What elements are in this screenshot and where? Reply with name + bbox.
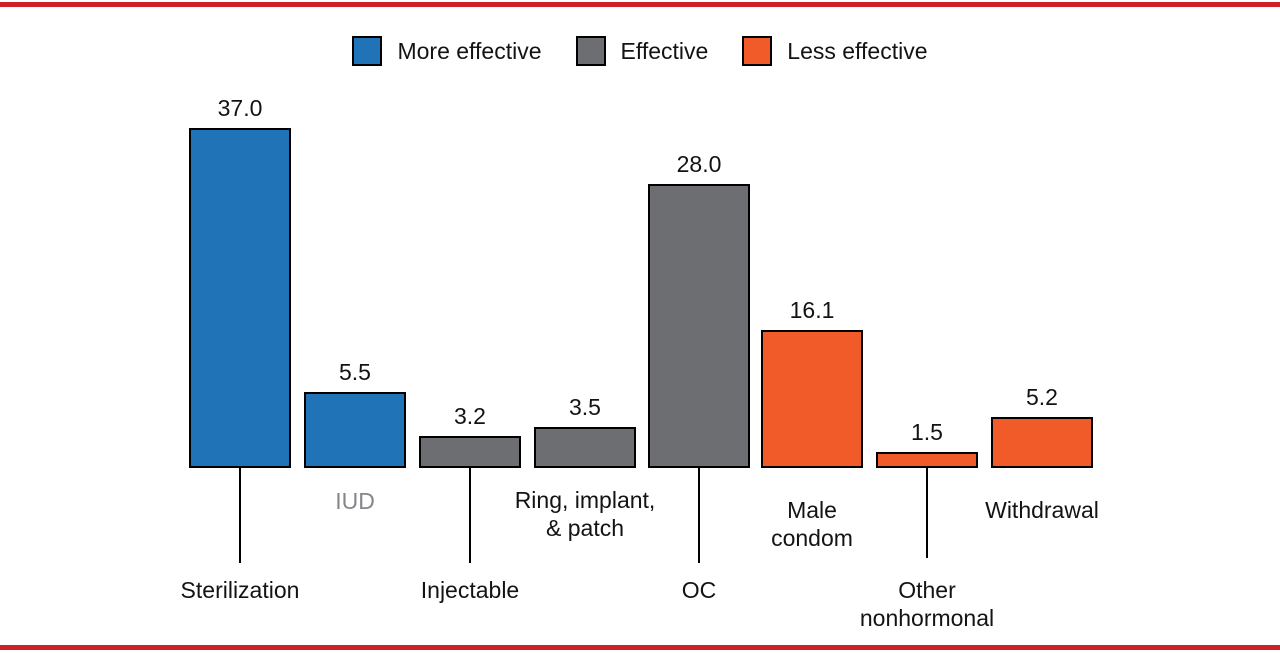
leader-line-oc [697, 468, 701, 563]
legend-swatch-more-effective [352, 36, 383, 66]
leader-line-injectable [468, 468, 472, 563]
legend-swatch-effective [575, 36, 606, 66]
value-label-ring-implant-patch: 3.5 [569, 394, 601, 420]
value-label-injectable: 3.2 [454, 403, 486, 429]
bar-other-nonhormonal [876, 452, 978, 468]
legend-item-effective: Effective [575, 36, 709, 66]
bar-sterilization [189, 128, 291, 468]
legend-swatch-less-effective [742, 36, 773, 66]
category-label-iud: IUD [235, 487, 475, 515]
legend-label: Less effective [787, 37, 928, 64]
category-label-line: Withdrawal [985, 497, 1099, 523]
value-label-other-nonhormonal: 1.5 [911, 419, 943, 445]
legend-label: More effective [397, 37, 542, 64]
legend-item-more-effective: More effective [352, 36, 542, 66]
value-label-sterilization: 37.0 [217, 95, 263, 121]
category-label-line: Other [898, 577, 956, 603]
category-label-line: nonhormonal [859, 605, 995, 631]
category-label-line: Sterilization [180, 577, 300, 603]
leader-line-sterilization [238, 468, 242, 563]
category-label-sterilization: Sterilization [120, 576, 360, 604]
leader-line-other-nonhormonal [925, 468, 929, 558]
category-label-line: condom [771, 525, 853, 551]
value-label-oc: 28.0 [676, 151, 722, 177]
bar-oc [648, 184, 750, 468]
category-label-oc: OC [579, 576, 819, 604]
bottom-red-rule [0, 645, 1280, 650]
bar-iud [304, 392, 406, 468]
category-label-line: & patch [546, 515, 624, 541]
top-red-rule [0, 2, 1280, 7]
category-label-line: IUD [335, 488, 375, 514]
bar-ring-implant-patch [534, 427, 636, 468]
category-label-line: OC [681, 577, 717, 603]
category-label-male-condom: Male condom [692, 496, 932, 552]
value-label-iud: 5.5 [339, 359, 371, 385]
category-label-ring-implant-patch: Ring, implant, & patch [465, 486, 705, 542]
legend-label: Effective [620, 37, 709, 64]
bar-male-condom [761, 330, 863, 468]
category-label-injectable: Injectable [350, 576, 590, 604]
category-label-line: Injectable [420, 577, 520, 603]
value-label-withdrawal: 5.2 [1026, 384, 1058, 410]
bar-injectable [419, 436, 521, 468]
chart-legend: More effective Effective Less effective [0, 36, 1280, 66]
legend-item-less-effective: Less effective [742, 36, 928, 66]
value-label-male-condom: 16.1 [789, 297, 835, 323]
category-label-line: Male [787, 497, 837, 523]
bar-withdrawal [991, 417, 1093, 468]
category-label-line: Ring, implant, [514, 487, 656, 513]
category-label-withdrawal: Withdrawal [922, 496, 1162, 524]
category-label-other-nonhormonal: Other nonhormonal [807, 576, 1047, 632]
